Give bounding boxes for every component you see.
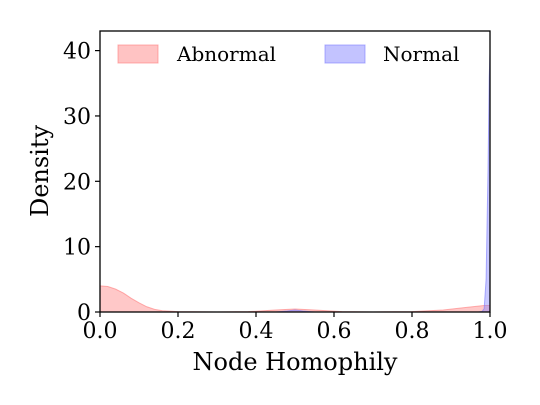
x-tick-label: 0.2 — [161, 319, 196, 344]
legend-label-abnormal: Abnormal — [176, 42, 276, 66]
x-tick-label: 1.0 — [473, 319, 508, 344]
y-axis-ticks: 0 10 20 30 40 — [63, 40, 100, 326]
y-tick-label: 40 — [63, 40, 91, 65]
legend: Abnormal Normal — [117, 42, 459, 66]
y-axis-title: Density — [26, 125, 54, 218]
x-tick-label: 0.0 — [83, 319, 118, 344]
legend-label-normal: Normal — [383, 42, 459, 66]
legend-swatch-normal — [324, 44, 366, 64]
x-axis-title: Node Homophily — [193, 348, 398, 376]
density-line-normal — [100, 53, 491, 313]
y-tick-label: 30 — [63, 105, 91, 130]
y-tick-label: 20 — [63, 170, 91, 195]
density-areas — [99, 53, 491, 313]
density-line-abnormal — [99, 285, 490, 313]
y-tick-label: 10 — [63, 236, 91, 261]
y-tick-label: 0 — [77, 301, 91, 326]
density-area-normal — [100, 53, 490, 313]
x-axis-ticks: 0.0 0.2 0.4 0.6 0.8 1.0 — [83, 312, 508, 344]
legend-swatch-abnormal — [117, 44, 159, 64]
x-tick-label: 0.6 — [317, 319, 352, 344]
plot-frame — [99, 30, 491, 313]
x-tick-label: 0.8 — [395, 319, 430, 344]
density-area-abnormal — [100, 285, 490, 312]
x-tick-label: 0.4 — [239, 319, 274, 344]
